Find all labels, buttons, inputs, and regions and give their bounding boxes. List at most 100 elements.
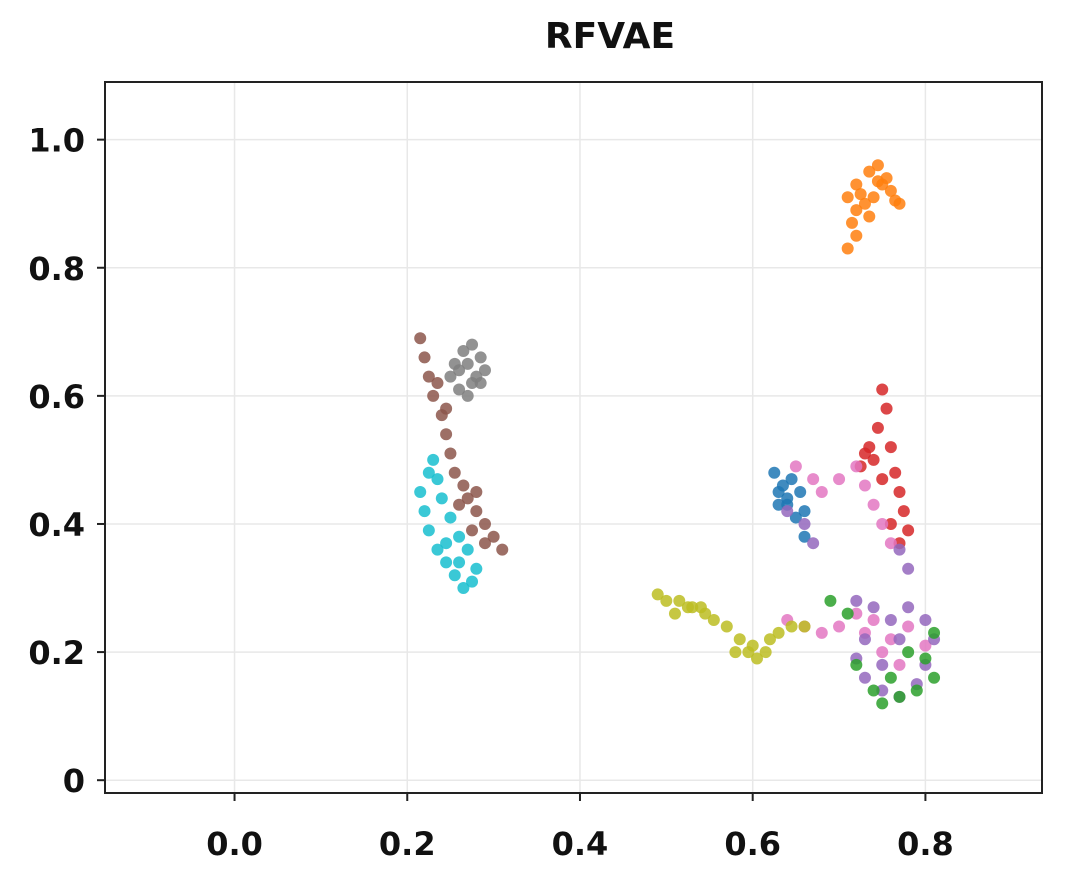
grid-lines (105, 82, 1042, 793)
data-point (776, 479, 789, 492)
data-point (427, 389, 440, 402)
data-point (733, 633, 746, 646)
series-2 (414, 332, 509, 556)
data-point (768, 466, 781, 479)
data-point (772, 626, 785, 639)
data-point (858, 447, 871, 460)
data-point (871, 175, 884, 188)
data-point (440, 402, 453, 415)
series-3 (414, 453, 483, 595)
data-point (928, 626, 941, 639)
data-point (444, 511, 457, 524)
data-point (798, 530, 811, 543)
data-point (798, 620, 811, 633)
data-point (858, 633, 871, 646)
data-point (422, 370, 435, 383)
data-point (893, 658, 906, 671)
data-point (660, 594, 673, 607)
data-point (457, 345, 470, 358)
data-point (876, 658, 889, 671)
data-point (928, 671, 941, 684)
data-point (789, 511, 802, 524)
data-point (871, 421, 884, 434)
data-point (448, 569, 461, 582)
data-point (461, 357, 474, 370)
data-point (841, 242, 854, 255)
data-point (763, 633, 776, 646)
data-point (858, 197, 871, 210)
data-point (876, 473, 889, 486)
data-point (876, 697, 889, 710)
data-point (867, 684, 880, 697)
data-point (418, 505, 431, 518)
data-point (893, 485, 906, 498)
data-point (453, 364, 466, 377)
data-point (880, 402, 893, 415)
data-point (919, 639, 932, 652)
data-point (884, 671, 897, 684)
y-axis: 0 0.2 0.4 0.6 0.8 1.0 (28, 122, 105, 800)
data-point (858, 479, 871, 492)
data-point (867, 614, 880, 627)
data-point (824, 594, 837, 607)
data-point (470, 485, 483, 498)
data-point (841, 607, 854, 620)
data-point (902, 524, 915, 537)
data-point (440, 537, 453, 550)
y-tick-label: 0.4 (28, 506, 85, 544)
data-point (798, 505, 811, 518)
data-point (884, 614, 897, 627)
data-point (470, 562, 483, 575)
data-point (884, 633, 897, 646)
data-point (867, 453, 880, 466)
data-points (414, 159, 941, 710)
data-point (453, 498, 466, 511)
data-point (902, 620, 915, 633)
data-point (772, 498, 785, 511)
x-axis: 0.0 0.2 0.4 0.6 0.8 (206, 793, 954, 863)
data-point (431, 543, 444, 556)
data-point (466, 338, 479, 351)
data-point (751, 652, 764, 665)
data-point (902, 601, 915, 614)
data-point (798, 517, 811, 530)
data-point (854, 188, 867, 201)
data-point (457, 582, 470, 595)
data-point (841, 191, 854, 204)
data-point (746, 639, 759, 652)
data-point (858, 671, 871, 684)
series-8 (824, 594, 941, 710)
data-point (673, 594, 686, 607)
data-point (466, 575, 479, 588)
data-point (681, 601, 694, 614)
data-point (785, 473, 798, 486)
data-point (457, 479, 470, 492)
data-point (833, 620, 846, 633)
data-point (876, 383, 889, 396)
series-5 (768, 466, 811, 543)
data-point (902, 562, 915, 575)
data-point (461, 543, 474, 556)
data-point (427, 453, 440, 466)
data-point (850, 178, 863, 191)
data-point (867, 191, 880, 204)
data-point (785, 620, 798, 633)
data-point (478, 537, 491, 550)
data-point (850, 594, 863, 607)
data-point (466, 377, 479, 390)
data-point (422, 524, 435, 537)
y-tick-label: 0.2 (28, 634, 85, 672)
data-point (871, 159, 884, 172)
data-point (418, 351, 431, 364)
data-point (794, 485, 807, 498)
data-point (440, 428, 453, 441)
series-1 (444, 338, 491, 402)
data-point (876, 646, 889, 659)
data-point (781, 505, 794, 518)
x-tick-label: 0.6 (724, 825, 781, 863)
y-tick-label: 0.6 (28, 378, 85, 416)
data-point (496, 543, 509, 556)
plot-frame (104, 81, 1043, 794)
data-point (902, 646, 915, 659)
